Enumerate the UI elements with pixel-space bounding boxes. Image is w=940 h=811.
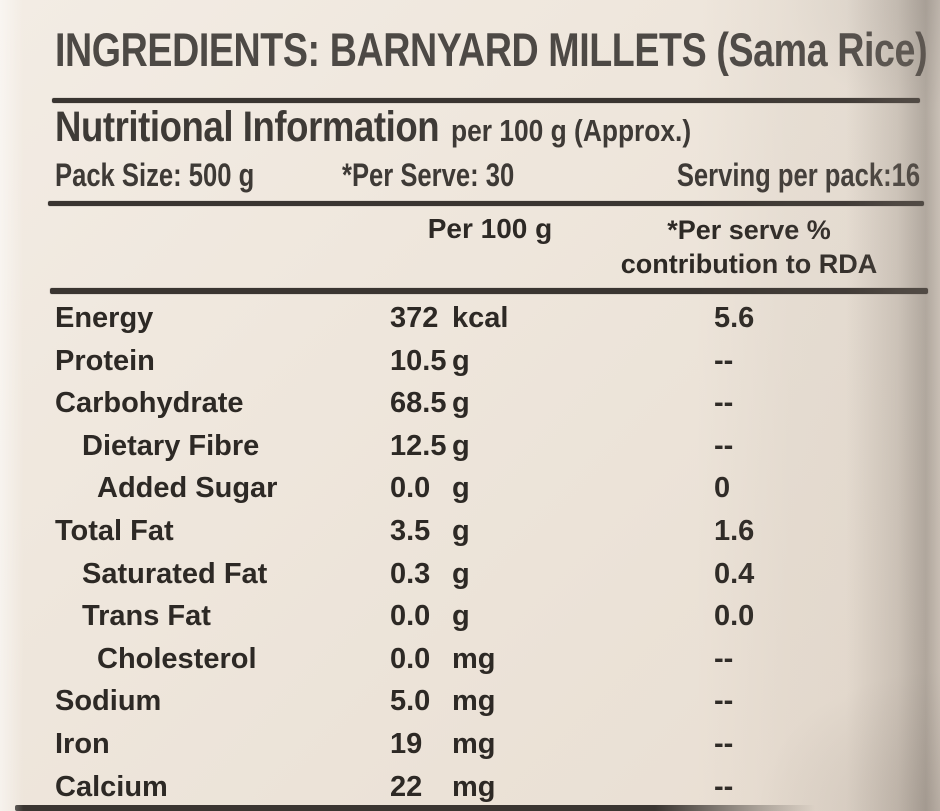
nutrient-rda-percent: -- [714,429,734,462]
nutrient-name: Saturated Fat [82,557,268,590]
nutrient-amount-unit: g [452,344,470,377]
nutrient-amount-value: 372 [390,302,439,334]
nutrient-rda-percent: 0 [714,472,731,505]
nutrient-amount-unit: mg [452,685,496,718]
nutrition-table: Energy 372 kcal 5.6 Protein 10.5 g -- Carb… [55,297,940,808]
nutrient-amount-value: 0.0 [390,642,431,675]
nutrient-rda-percent: 0.0 [714,600,755,633]
nutrient-amount-value: 12.5 [390,429,447,462]
nutrient-amount-unit: mg [452,727,496,760]
nutrient-rda-percent: 1.6 [714,514,755,547]
ingredients-heading: INGREDIENTS: BARNYARD MILLETS (Sama Rice… [55,24,940,76]
table-row: Calcium 22 mg -- [55,766,940,809]
nutrient-rda-percent: -- [714,387,734,420]
nutrient-amount-unit: kcal [452,302,509,334]
nutrient-amount-value: 68.5 [390,387,447,420]
nutrient-amount-unit: g [452,600,470,633]
nutrient-name: Cholesterol [97,642,257,675]
nutrient-rda-percent: -- [714,642,734,675]
ingredients-text: INGREDIENTS: BARNYARD MILLETS (Sama Rice… [55,23,928,76]
nutrient-amount: 3.5 g [390,510,714,553]
nutrient-amount: 5.0 mg [390,680,714,723]
nutrient-amount: 0.0 mg [390,638,714,681]
nutrient-amount-value: 0.0 [390,472,431,505]
divider-table-top [50,288,928,294]
table-row: Sodium 5.0 mg -- [55,680,940,723]
nutrient-amount: 0.0 g [390,467,714,510]
nutrient-amount-value: 3.5 [390,514,431,547]
table-row: Total Fat 3.5 g 1.6 [55,510,940,553]
nutrient-amount: 10.5 g [390,340,714,383]
column-header-per-serve-line2: contribution to RDA [620,249,878,279]
divider-bottom [15,805,815,811]
pack-info-row: Pack Size: 500 g *Per Serve: 30 Serving … [55,157,920,195]
nutrition-info-heading: Nutritional Information per 100 g (Approx… [55,103,803,152]
nutrient-rda-percent: -- [714,727,734,760]
nutrient-rda-percent: -- [714,685,734,718]
nutrient-amount-unit: g [452,472,470,505]
nutrition-info-subtitle: per 100 g (Approx.) [451,113,692,148]
nutrient-name: Carbohydrate [55,387,244,420]
nutrient-name: Sodium [55,685,162,718]
nutrient-name: Protein [55,344,155,377]
column-header-per-serve-rda: *Per serve % contribution to RDA [596,213,902,281]
column-header-per-serve-line1: *Per serve % [667,215,831,245]
nutrient-amount-value: 0.0 [390,600,431,633]
nutrient-amount-value: 19 [390,727,423,760]
table-row: Iron 19 mg -- [55,723,940,766]
nutrient-rda-percent: -- [714,770,734,803]
table-row: Protein 10.5 g -- [55,340,940,383]
nutrient-amount: 372 kcal [390,297,714,340]
nutrient-amount-value: 10.5 [390,344,447,377]
nutrient-name: Calcium [55,770,168,803]
nutrient-name: Iron [55,727,110,760]
per-serve: *Per Serve: 30 [342,157,515,193]
serving-per-pack: Serving per pack:16 [676,157,920,193]
nutrient-amount: 22 mg [390,766,714,809]
nutrient-name: Added Sugar [97,472,278,505]
table-row: Dietary Fibre 12.5 g -- [55,425,940,468]
nutrient-amount: 68.5 g [390,382,714,425]
nutrition-info-title: Nutritional Information [55,103,440,151]
nutrient-amount-unit: mg [452,770,496,803]
divider-header [48,201,924,206]
table-row: Trans Fat 0.0 g 0.0 [55,595,940,638]
nutrient-amount-unit: mg [452,642,496,675]
pack-size: Pack Size: 500 g [55,157,255,193]
nutrient-amount-unit: g [452,514,470,547]
table-row: Cholesterol 0.0 mg -- [55,638,940,681]
nutrient-amount: 0.0 g [390,595,714,638]
table-row: Added Sugar 0.0 g 0 [55,467,940,510]
column-header-per-100g: Per 100 g [427,213,553,244]
nutrient-amount-unit: g [452,557,470,590]
nutrient-amount-value: 5.0 [390,685,431,718]
nutrient-rda-percent: 5.6 [714,302,755,334]
nutrient-amount-value: 22 [390,770,423,803]
nutrient-rda-percent: 0.4 [714,557,755,590]
nutrient-name: Dietary Fibre [82,429,260,462]
nutrient-amount: 0.3 g [390,553,714,596]
nutrient-amount: 19 mg [390,723,714,766]
nutrient-amount: 12.5 g [390,425,714,468]
table-row: Carbohydrate 68.5 g -- [55,382,940,425]
nutrient-amount-value: 0.3 [390,557,431,590]
table-row: Energy 372 kcal 5.6 [55,297,940,340]
nutrient-name: Energy [55,302,154,334]
table-row: Saturated Fat 0.3 g 0.4 [55,553,940,596]
nutrient-name: Trans Fat [82,600,211,633]
nutrient-amount-unit: g [452,429,470,462]
nutrient-rda-percent: -- [714,344,734,377]
nutrient-name: Total Fat [55,514,174,547]
nutrient-amount-unit: g [452,387,470,420]
